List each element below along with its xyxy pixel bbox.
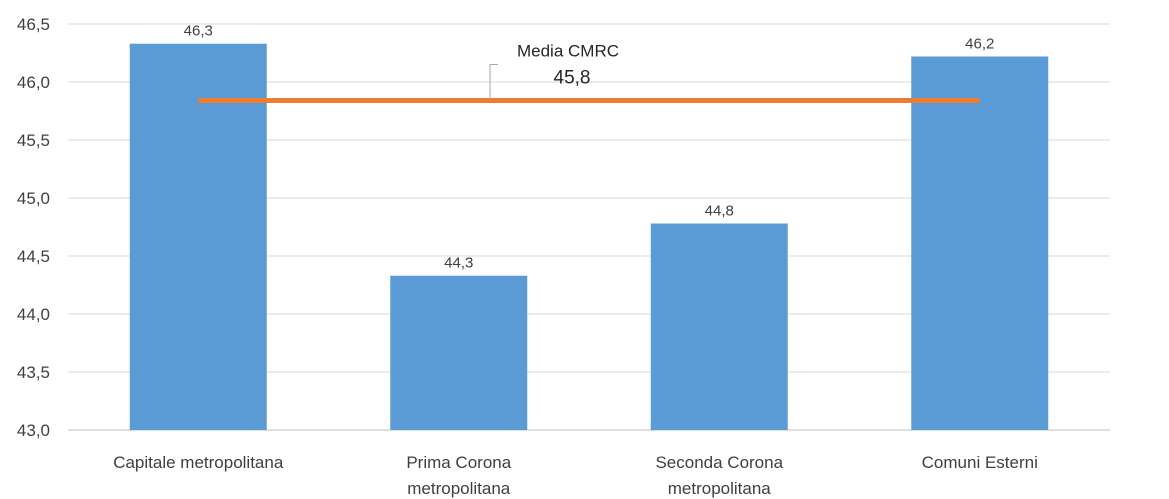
data-label: 46,3	[184, 23, 213, 40]
data-label: 44,3	[444, 255, 473, 272]
y-tick-label: 44,0	[17, 305, 50, 324]
x-tick-label: Comuni Esterni	[922, 453, 1038, 472]
x-tick-label-line: Capitale metropolitana	[113, 453, 284, 472]
x-tick-label-line: Prima Corona	[406, 453, 511, 472]
data-label: 44,8	[705, 203, 734, 220]
x-tick-label-line: metropolitana	[668, 479, 772, 498]
bar	[390, 275, 528, 430]
x-tick-label-line: Seconda Corona	[655, 453, 783, 472]
bar	[650, 223, 788, 430]
x-tick-label: Prima Corona metropolitana	[406, 453, 511, 498]
reference-line-group: Media CMRC 45,8	[198, 42, 980, 104]
x-tick-label: Capitale metropolitana	[113, 453, 284, 472]
y-tick-label: 44,5	[17, 247, 50, 266]
y-axis-ticks: 43,0 43,5 44,0 44,5 45,0 45,5 46,0 46,5	[17, 15, 50, 440]
x-tick-label-line: Comuni Esterni	[922, 453, 1038, 472]
bar	[911, 56, 1049, 430]
data-label: 46,2	[965, 35, 994, 52]
y-tick-label: 45,5	[17, 131, 50, 150]
callout-leader	[489, 64, 498, 99]
x-axis-ticks: Capitale metropolitana Prima Corona metrop…	[113, 453, 1038, 498]
reference-line-value: 45,8	[554, 68, 591, 89]
x-tick-label: Seconda Corona metropolitana	[655, 453, 783, 498]
bar	[129, 43, 267, 430]
y-tick-label: 43,0	[17, 421, 50, 440]
y-tick-label: 46,5	[17, 15, 50, 34]
bars	[129, 43, 1049, 430]
data-labels: 46,3 44,3 44,8 46,2	[184, 23, 995, 272]
reference-line-name: Media CMRC	[517, 42, 619, 61]
y-tick-label: 46,0	[17, 73, 50, 92]
y-tick-label: 43,5	[17, 363, 50, 382]
x-tick-label-line: metropolitana	[407, 479, 511, 498]
y-tick-label: 45,0	[17, 189, 50, 208]
